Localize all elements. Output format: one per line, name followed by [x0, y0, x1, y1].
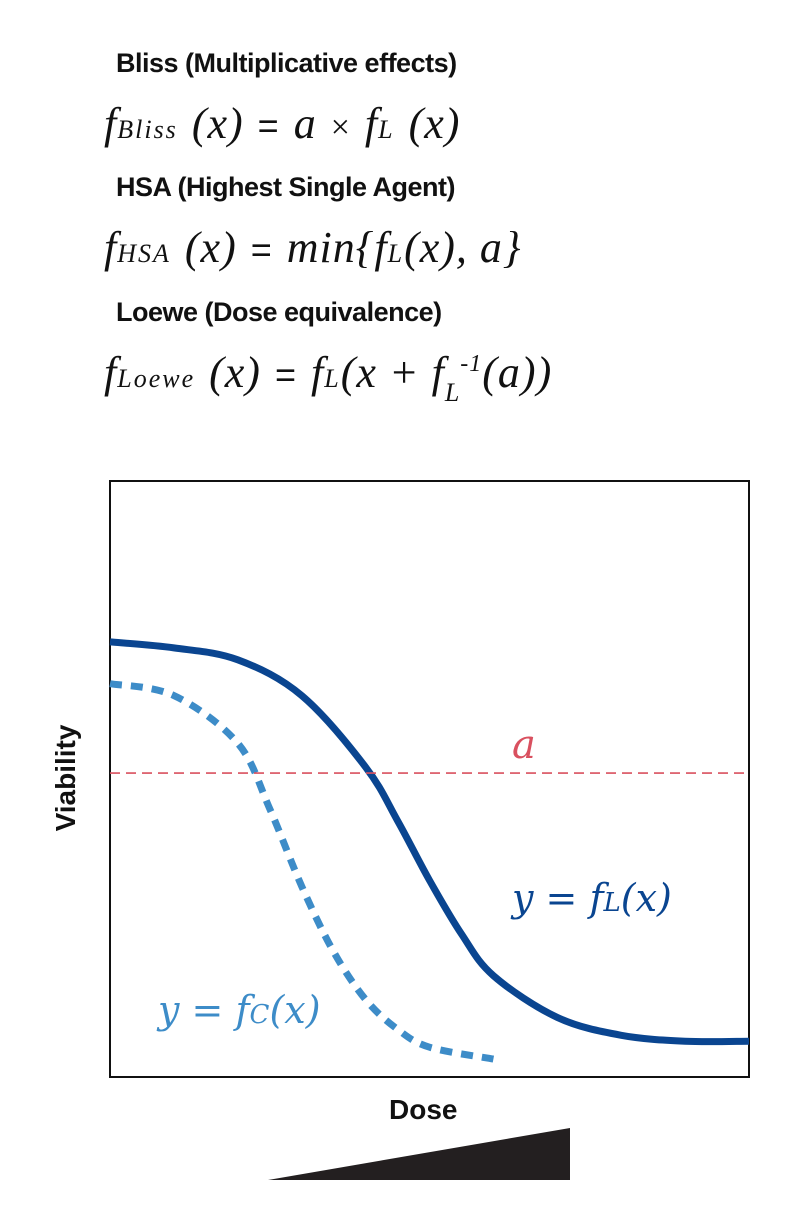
bliss-rhs-arg: (x) — [408, 99, 461, 148]
hsa-eq: = — [250, 229, 273, 270]
hsa-title: HSA (Highest Single Agent) — [116, 172, 456, 202]
x-axis-label: Dose — [389, 1094, 458, 1125]
curve-l-lhs: y = f — [512, 876, 604, 920]
loewe-rhs-sup: -1 — [460, 351, 483, 377]
loewe-sub: Loewe — [117, 364, 196, 393]
hsa-rhs-min: min{ — [286, 223, 375, 272]
loewe-eq: = — [274, 354, 297, 395]
loewe-arg: (x) — [209, 348, 261, 397]
hsa-rhs-f: f — [374, 223, 388, 272]
bliss-title: Bliss (Multiplicative effects) — [116, 48, 457, 78]
hsa-rhs-sub: L — [387, 239, 405, 268]
curve-c-label: y = fC(x) — [158, 988, 321, 1032]
loewe-title: Loewe (Dose equivalence) — [116, 297, 442, 327]
bliss-formula: fBliss (x) = a × fL (x) — [104, 98, 460, 149]
bliss-arg: (x) — [191, 99, 244, 148]
curve-l-arg: (x) — [620, 876, 672, 920]
hsa-formula: fHSA (x) = min{fL(x), a} — [104, 222, 522, 273]
curve-l-label: y = fL(x) — [512, 876, 672, 920]
bliss-times: × — [330, 109, 351, 146]
hsa-sub: HSA — [117, 239, 171, 268]
loewe-f: f — [104, 348, 118, 397]
series-layer — [109, 638, 750, 1063]
curve-l-sub: L — [603, 888, 621, 918]
curve-c-lhs: y = f — [158, 988, 250, 1032]
loewe-rhs-sub2: L — [444, 378, 461, 407]
curve-l-line — [109, 638, 750, 1046]
threshold-label: a — [512, 722, 536, 768]
bliss-sub: Bliss — [117, 115, 178, 144]
plot-frame — [109, 480, 750, 1078]
loewe-rhs-open: (x + — [340, 348, 432, 397]
bliss-eq: = — [257, 105, 280, 146]
bliss-rhs-a: a — [293, 99, 317, 148]
loewe-rhs-sub: L — [324, 364, 341, 393]
curve-c-line — [109, 680, 495, 1063]
loewe-rhs-f: f — [311, 348, 325, 397]
dose-wedge — [268, 1128, 570, 1180]
bliss-rhs-f: f — [364, 99, 379, 148]
loewe-rhs-close: (a)) — [482, 348, 553, 397]
loewe-formula: fLoewe (x) = fL(x + fL-1(a)) — [104, 347, 553, 407]
bliss-rhs-sub: L — [378, 115, 395, 144]
y-axis-label: Viability — [50, 724, 81, 832]
bliss-f: f — [104, 99, 118, 148]
curve-c-arg: (x) — [269, 988, 321, 1032]
hsa-arg: (x) — [184, 223, 237, 272]
hsa-rhs-rest: (x), a} — [404, 223, 522, 272]
curve-c-sub: C — [249, 1000, 270, 1030]
hsa-f: f — [104, 223, 118, 272]
loewe-rhs-f2: f — [431, 348, 445, 397]
